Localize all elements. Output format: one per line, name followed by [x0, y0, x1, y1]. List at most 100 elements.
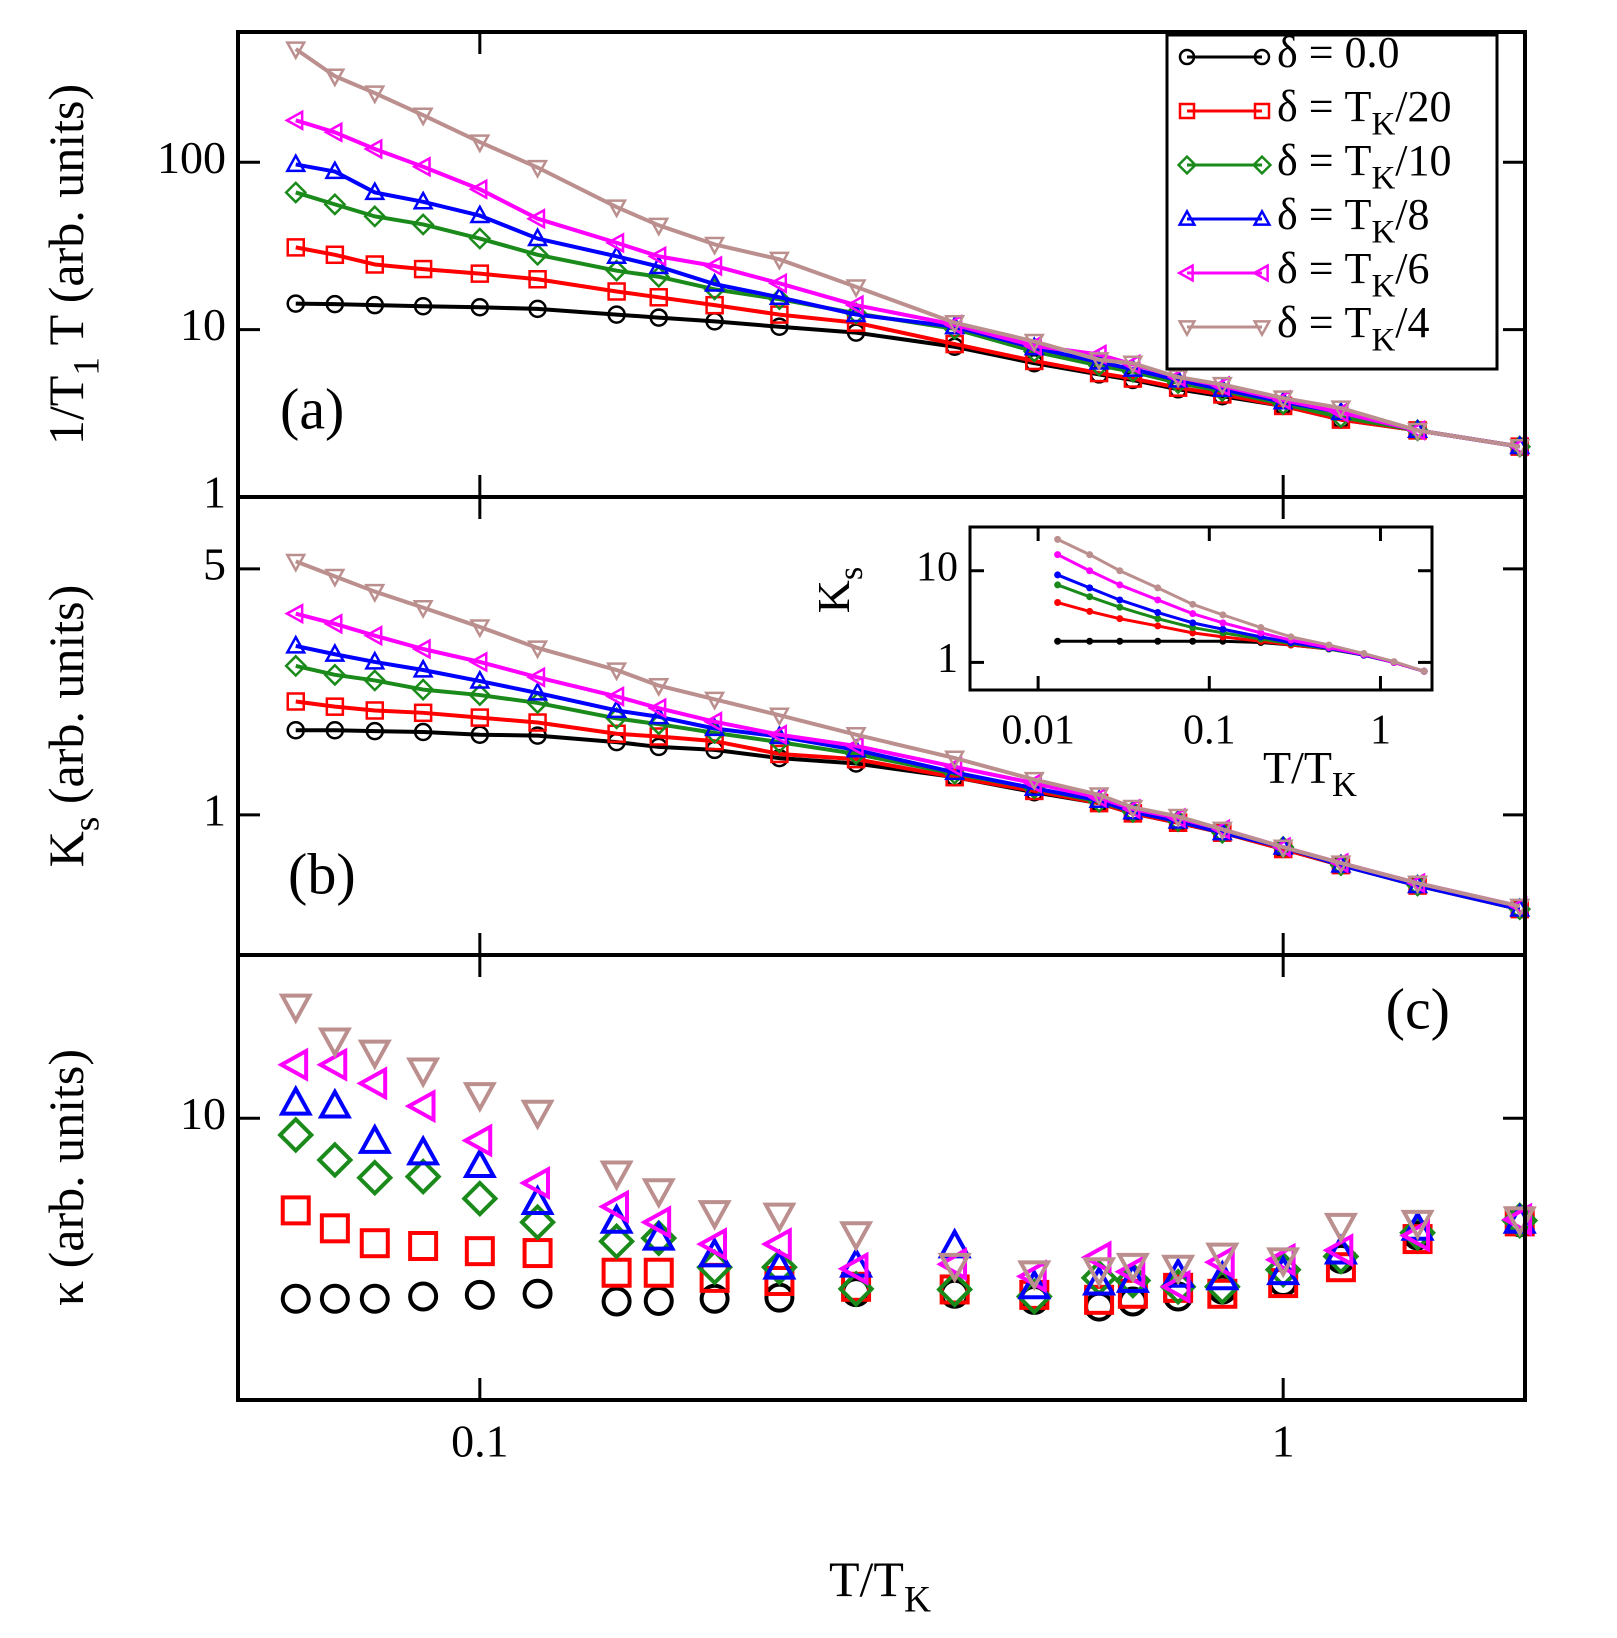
marker — [324, 160, 346, 180]
marker — [461, 1123, 493, 1158]
marker — [1082, 1264, 1117, 1296]
marker — [598, 1222, 636, 1260]
marker — [1205, 1242, 1240, 1274]
legend-label-part: δ = T — [1277, 82, 1372, 131]
y-tick-label: 1 — [937, 636, 958, 682]
marker — [468, 227, 492, 250]
marker — [526, 666, 546, 688]
marker — [323, 121, 343, 143]
marker — [1257, 624, 1265, 632]
marker — [1154, 609, 1162, 617]
marker — [1252, 320, 1272, 338]
marker — [1116, 615, 1124, 623]
marker — [697, 1200, 732, 1231]
marker — [1154, 637, 1162, 645]
y-tick-label: 1 — [203, 784, 226, 835]
marker — [363, 669, 387, 692]
marker — [316, 1141, 354, 1179]
marker — [317, 1087, 352, 1119]
marker — [606, 244, 628, 265]
marker — [704, 691, 726, 711]
marker — [363, 204, 387, 228]
y-axis-label: κ (arb. units) — [38, 1049, 94, 1306]
x-axis-label: T/TK — [1263, 742, 1357, 804]
marker — [324, 68, 346, 88]
marker — [468, 683, 492, 707]
marker — [1219, 619, 1227, 627]
y-tick-label: 100 — [157, 132, 226, 183]
y-axis-label-part: T (arb. units) — [38, 84, 94, 357]
marker — [461, 1180, 499, 1218]
marker — [607, 282, 626, 301]
marker — [464, 1236, 495, 1267]
marker — [1420, 667, 1428, 675]
marker — [648, 255, 670, 275]
marker — [837, 1251, 869, 1286]
marker — [469, 134, 491, 154]
marker — [411, 638, 431, 660]
marker — [768, 272, 788, 294]
y-axis-label: Ks (arb. units) — [38, 585, 107, 868]
marker — [469, 669, 491, 689]
marker — [1252, 208, 1272, 226]
marker — [519, 1165, 550, 1201]
marker — [1054, 535, 1062, 543]
marker — [470, 298, 490, 317]
marker — [1253, 48, 1271, 66]
marker — [406, 1134, 441, 1166]
marker — [1177, 320, 1197, 338]
marker — [468, 651, 488, 673]
marker — [936, 1271, 974, 1308]
marker — [462, 1147, 497, 1179]
marker — [839, 1221, 874, 1253]
marker — [1167, 369, 1189, 389]
marker — [413, 259, 433, 279]
marker — [412, 658, 434, 678]
legend-label-part: /6 — [1395, 244, 1429, 293]
marker — [323, 193, 347, 216]
legend-label-part: δ = T — [1277, 298, 1372, 347]
marker — [649, 727, 668, 746]
marker — [413, 296, 433, 316]
marker — [1154, 622, 1162, 630]
legend-label-part: δ = 0.0 — [1277, 28, 1400, 77]
marker — [324, 642, 346, 662]
marker — [1266, 1247, 1301, 1279]
marker — [1054, 581, 1062, 589]
marker — [359, 1283, 390, 1314]
marker — [768, 707, 790, 727]
marker — [1323, 1233, 1358, 1265]
panel-label: (a) — [280, 376, 344, 441]
y-axis-label-part: s — [66, 817, 107, 832]
x-axis-label-part: T/T — [829, 1551, 904, 1607]
marker — [526, 243, 549, 267]
marker — [1084, 1291, 1115, 1322]
panel-label: (b) — [288, 841, 356, 906]
marker — [1189, 600, 1197, 608]
marker — [1086, 551, 1094, 559]
marker — [647, 245, 667, 267]
marker — [1323, 1212, 1358, 1244]
x-tick-label: 1 — [1370, 708, 1391, 754]
marker — [464, 1279, 495, 1310]
marker — [1054, 599, 1062, 607]
marker — [462, 1082, 497, 1113]
marker — [760, 1227, 792, 1262]
legend-label-part: δ = T — [1277, 190, 1372, 239]
marker — [528, 299, 547, 319]
marker — [469, 619, 491, 639]
y-axis-label-part: κ (arb. units) — [38, 1049, 94, 1306]
marker — [1116, 603, 1124, 611]
y-axis-label: 1/T1 T (arb. units) — [38, 84, 107, 445]
marker — [704, 236, 726, 256]
marker — [605, 259, 628, 283]
marker — [605, 232, 625, 254]
marker — [648, 217, 670, 237]
marker — [1272, 839, 1294, 859]
marker — [277, 1047, 309, 1082]
legend-box — [1165, 33, 1499, 371]
marker — [607, 305, 626, 324]
marker — [365, 721, 385, 741]
marker — [640, 1205, 672, 1240]
